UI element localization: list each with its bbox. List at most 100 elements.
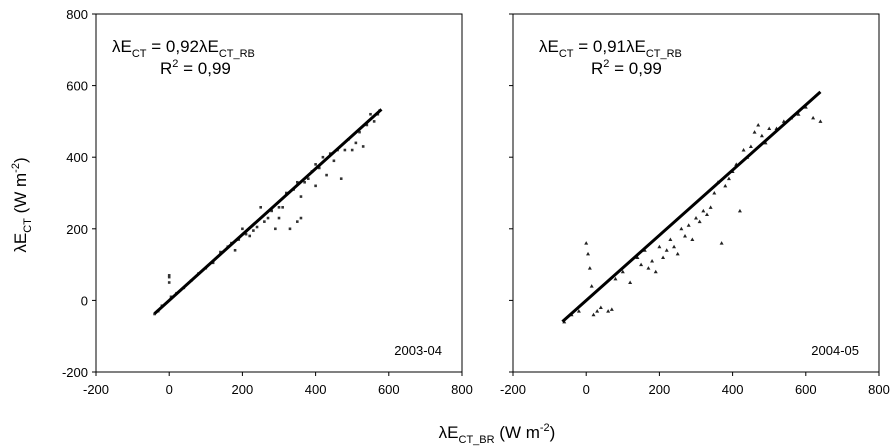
y-tick-label: 0 bbox=[81, 293, 88, 308]
data-point bbox=[306, 177, 310, 180]
regression-equation: λECT = 0,92λECT_RB bbox=[112, 37, 255, 60]
data-point bbox=[796, 112, 801, 116]
data-point bbox=[296, 180, 299, 184]
data-point bbox=[372, 120, 376, 123]
data-point bbox=[767, 126, 772, 131]
period-label: 2003-04 bbox=[394, 343, 442, 358]
x-axis-label: λECT_BR (W m-2) bbox=[439, 422, 556, 446]
data-point bbox=[679, 226, 684, 231]
data-point bbox=[586, 251, 591, 256]
data-point bbox=[591, 312, 596, 317]
data-point bbox=[274, 227, 277, 231]
x-tick-label: 800 bbox=[868, 382, 890, 397]
data-point bbox=[358, 130, 361, 134]
data-point bbox=[704, 212, 709, 216]
x-tick-label: 200 bbox=[232, 382, 254, 397]
y-tick-label: 200 bbox=[66, 222, 88, 237]
x-tick-label: 600 bbox=[795, 382, 817, 397]
data-point bbox=[277, 216, 281, 220]
data-point bbox=[153, 312, 156, 316]
x-tick-label: 400 bbox=[305, 382, 327, 397]
data-point bbox=[266, 216, 270, 220]
data-point bbox=[248, 234, 252, 238]
data-point bbox=[646, 266, 651, 270]
y-tick-label: 600 bbox=[66, 79, 88, 94]
data-point bbox=[598, 305, 603, 310]
data-point bbox=[299, 216, 303, 220]
data-point bbox=[241, 227, 244, 231]
data-point bbox=[587, 266, 592, 270]
regression-line bbox=[561, 90, 822, 323]
data-point bbox=[650, 259, 655, 263]
data-point bbox=[664, 248, 669, 252]
data-point bbox=[277, 206, 281, 209]
period-label: 2004-05 bbox=[811, 343, 859, 358]
data-point bbox=[668, 237, 673, 242]
data-point bbox=[606, 309, 611, 313]
data-point bbox=[314, 163, 317, 166]
data-point bbox=[321, 155, 325, 159]
x-tick-label: -200 bbox=[500, 382, 526, 397]
data-point bbox=[259, 206, 262, 209]
x-tick-label: 0 bbox=[166, 382, 173, 397]
data-point bbox=[365, 123, 369, 127]
data-point bbox=[339, 177, 343, 180]
data-point bbox=[712, 191, 717, 195]
data-point bbox=[281, 206, 284, 209]
x-tick-label: 800 bbox=[451, 382, 473, 397]
data-point bbox=[167, 274, 171, 277]
data-point bbox=[343, 148, 347, 152]
plot-frame bbox=[95, 13, 463, 373]
data-point bbox=[369, 112, 372, 116]
data-point bbox=[653, 269, 658, 274]
data-point bbox=[628, 280, 633, 284]
data-point bbox=[723, 183, 728, 188]
data-point bbox=[167, 275, 171, 279]
data-point bbox=[299, 195, 303, 198]
r-squared: R2 = 0,99 bbox=[591, 58, 662, 78]
data-point bbox=[332, 159, 336, 163]
plot-frame bbox=[512, 13, 880, 373]
data-point bbox=[263, 220, 266, 223]
x-tick-label: 400 bbox=[722, 382, 744, 397]
data-point bbox=[741, 148, 746, 152]
data-point bbox=[317, 166, 321, 170]
data-point bbox=[303, 180, 306, 184]
data-point bbox=[584, 241, 589, 245]
data-point bbox=[270, 209, 273, 213]
data-point bbox=[252, 229, 255, 232]
data-point bbox=[818, 119, 823, 123]
data-point bbox=[708, 205, 713, 209]
x-tick-label: -200 bbox=[83, 382, 109, 397]
data-point bbox=[686, 223, 691, 227]
data-point bbox=[661, 255, 666, 259]
panel-2003-04: -200 0 200 400 600 800 -200 0 200 400 600 800 λECT =… bbox=[62, 7, 473, 397]
data-point bbox=[576, 309, 581, 313]
data-point bbox=[719, 241, 724, 245]
y-tick-label: -200 bbox=[62, 365, 88, 380]
data-point bbox=[589, 284, 594, 288]
x-tick-label: 600 bbox=[378, 382, 400, 397]
data-point bbox=[613, 276, 618, 281]
y-tick-label: 400 bbox=[66, 150, 88, 165]
data-point bbox=[361, 145, 365, 148]
data-point bbox=[748, 144, 753, 148]
regression-equation: λECT = 0,91λECT_RB bbox=[539, 37, 682, 60]
data-point bbox=[244, 232, 248, 236]
y-axis-label: λECT (W m-2) bbox=[10, 157, 34, 252]
data-point bbox=[354, 141, 358, 145]
data-point bbox=[694, 216, 698, 220]
x-tick-label: 0 bbox=[583, 382, 590, 397]
data-point bbox=[288, 227, 292, 231]
data-point bbox=[752, 130, 757, 134]
data-point bbox=[690, 237, 695, 242]
data-point bbox=[325, 173, 328, 177]
data-point bbox=[635, 255, 640, 259]
data-point bbox=[639, 262, 644, 267]
data-point bbox=[811, 115, 816, 120]
data-point bbox=[756, 122, 761, 127]
data-point bbox=[255, 225, 259, 229]
data-point bbox=[697, 219, 702, 224]
